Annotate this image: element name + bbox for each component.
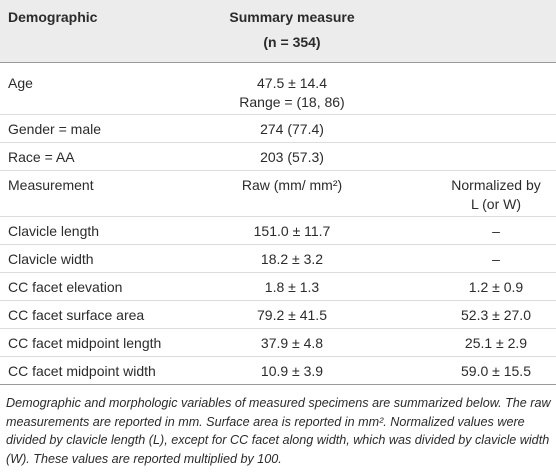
normalized-value: – [492, 223, 500, 239]
row-label: Race = AA [8, 149, 75, 165]
row-separator [0, 356, 556, 357]
normalized-value: Normalized by [451, 177, 541, 193]
summary-value: 18.2 ± 3.2 [260, 251, 324, 267]
header-band [0, 0, 556, 63]
summary-value: Range = (18, 86) [239, 94, 345, 110]
row-label: Clavicle length [8, 223, 100, 239]
summary-value: Raw (mm/ mm²) [241, 177, 343, 193]
row-separator [0, 216, 556, 217]
row-separator [0, 142, 556, 143]
footnote: Demographic and morphologic variables of… [6, 396, 551, 466]
row-label: Measurement [8, 177, 94, 193]
header-summary: Summary measure [229, 9, 355, 25]
row-label: Clavicle width [8, 251, 94, 267]
summary-value: 79.2 ± 41.5 [257, 307, 327, 323]
normalized-value: 52.3 ± 27.0 [461, 307, 531, 323]
normalized-value: 1.2 ± 0.9 [468, 279, 524, 295]
normalized-value: – [492, 251, 500, 267]
row-separator [0, 328, 556, 329]
header-label: Demographic [8, 9, 98, 25]
row-label: CC facet midpoint length [8, 335, 162, 351]
header-summary-sub: (n = 354) [263, 34, 321, 50]
row-label: CC facet surface area [8, 307, 145, 323]
summary-value: 151.0 ± 11.7 [253, 223, 331, 239]
normalized-value: 59.0 ± 15.5 [461, 363, 531, 379]
row-separator [0, 272, 556, 273]
row-separator [0, 114, 556, 115]
normalized-value: L (or W) [470, 196, 522, 212]
row-separator [0, 170, 556, 171]
summary-value: 37.9 ± 4.8 [260, 335, 324, 351]
row-label: CC facet elevation [8, 279, 123, 295]
summary-value: 47.5 ± 14.4 [257, 75, 327, 91]
row-separator [0, 300, 556, 301]
row-label: CC facet midpoint width [8, 363, 156, 379]
bottom-rule [0, 384, 556, 385]
normalized-value: 25.1 ± 2.9 [464, 335, 528, 351]
summary-value: 10.9 ± 3.9 [260, 363, 324, 379]
summary-value: 274 (77.4) [260, 121, 324, 137]
row-label: Gender = male [8, 121, 101, 137]
summary-value: 203 (57.3) [260, 149, 324, 165]
row-separator [0, 244, 556, 245]
summary-value: 1.8 ± 1.3 [264, 279, 320, 295]
row-label: Age [8, 75, 33, 91]
